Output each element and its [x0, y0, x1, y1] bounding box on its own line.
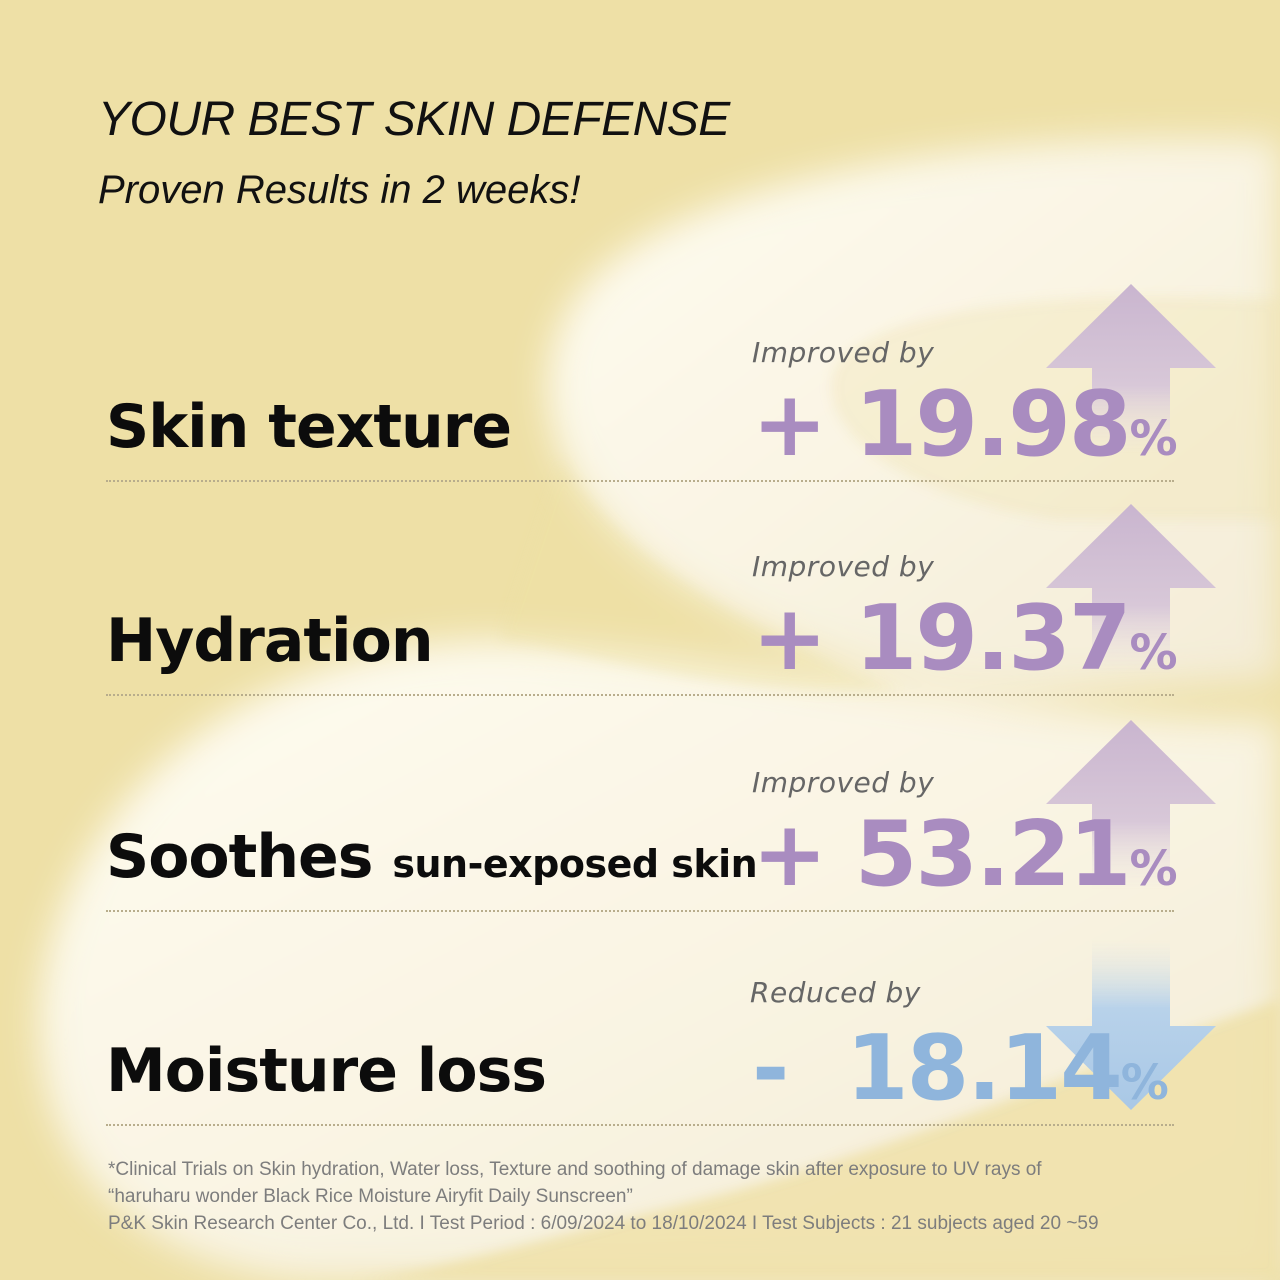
result-value: - 18.14%: [752, 1016, 1169, 1121]
divider: [106, 480, 1174, 482]
arrow-up-icon: [1046, 284, 1216, 454]
result-label: Skin texture: [106, 392, 512, 462]
result-row-skin-texture: Improved by + 19.98% Skin texture: [0, 280, 1280, 500]
result-label: Soothes sun-exposed skin: [106, 822, 758, 892]
arrow-up-icon: [1046, 720, 1216, 890]
clinical-footnote: *Clinical Trials on Skin hydration, Wate…: [108, 1156, 1099, 1237]
footnote-line: *Clinical Trials on Skin hydration, Wate…: [108, 1159, 1042, 1180]
result-caption: Improved by: [752, 766, 935, 799]
divider: [106, 1124, 1174, 1126]
divider: [106, 694, 1174, 696]
footnote-line: “haruharu wonder Black Rice Moisture Air…: [108, 1186, 633, 1207]
result-value: + 19.37%: [752, 586, 1178, 691]
result-value: + 53.21%: [752, 802, 1178, 907]
page-title: YOUR BEST SKIN DEFENSE: [98, 93, 730, 146]
page-subtitle: Proven Results in 2 weeks!: [98, 168, 581, 212]
result-label: Moisture loss: [106, 1036, 547, 1106]
arrow-up-icon: [1046, 504, 1216, 674]
result-value: + 19.98%: [752, 372, 1178, 477]
result-row-hydration: Improved by + 19.37% Hydration: [0, 494, 1280, 714]
result-label: Hydration: [106, 606, 434, 676]
result-row-soothes: Improved by + 53.21% Soothes sun-exposed…: [0, 710, 1280, 930]
arrow-down-icon: [1046, 940, 1216, 1110]
result-row-moisture-loss: Reduced by - 18.14% Moisture loss: [0, 924, 1280, 1144]
result-caption: Improved by: [752, 550, 935, 583]
divider: [106, 910, 1174, 912]
footnote-line: P&K Skin Research Center Co., Ltd. I Tes…: [108, 1213, 1099, 1234]
result-caption: Improved by: [752, 336, 935, 369]
result-caption: Reduced by: [750, 976, 921, 1009]
